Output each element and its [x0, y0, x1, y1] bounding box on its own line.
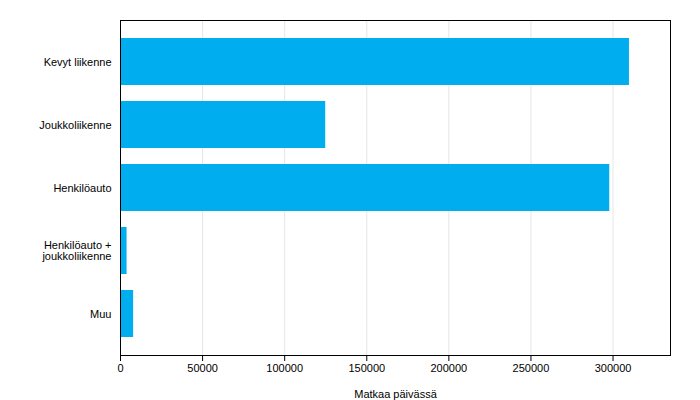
svg-text:Henkilöauto: Henkilöauto [53, 182, 111, 194]
svg-text:150000: 150000 [348, 362, 385, 374]
svg-text:Henkilöauto +joukkoliikenne: Henkilöauto +joukkoliikenne [41, 239, 111, 262]
svg-text:Kevyt liikenne: Kevyt liikenne [44, 56, 112, 68]
svg-text:Matkaa päivässä: Matkaa päivässä [354, 388, 437, 400]
svg-text:0: 0 [117, 362, 123, 374]
svg-text:300000: 300000 [595, 362, 632, 374]
svg-text:Joukkoliikenne: Joukkoliikenne [39, 119, 111, 131]
svg-text:100000: 100000 [266, 362, 303, 374]
svg-text:50000: 50000 [187, 362, 218, 374]
svg-text:200000: 200000 [430, 362, 467, 374]
svg-text:250000: 250000 [513, 362, 550, 374]
svg-text:Muu: Muu [90, 308, 111, 320]
